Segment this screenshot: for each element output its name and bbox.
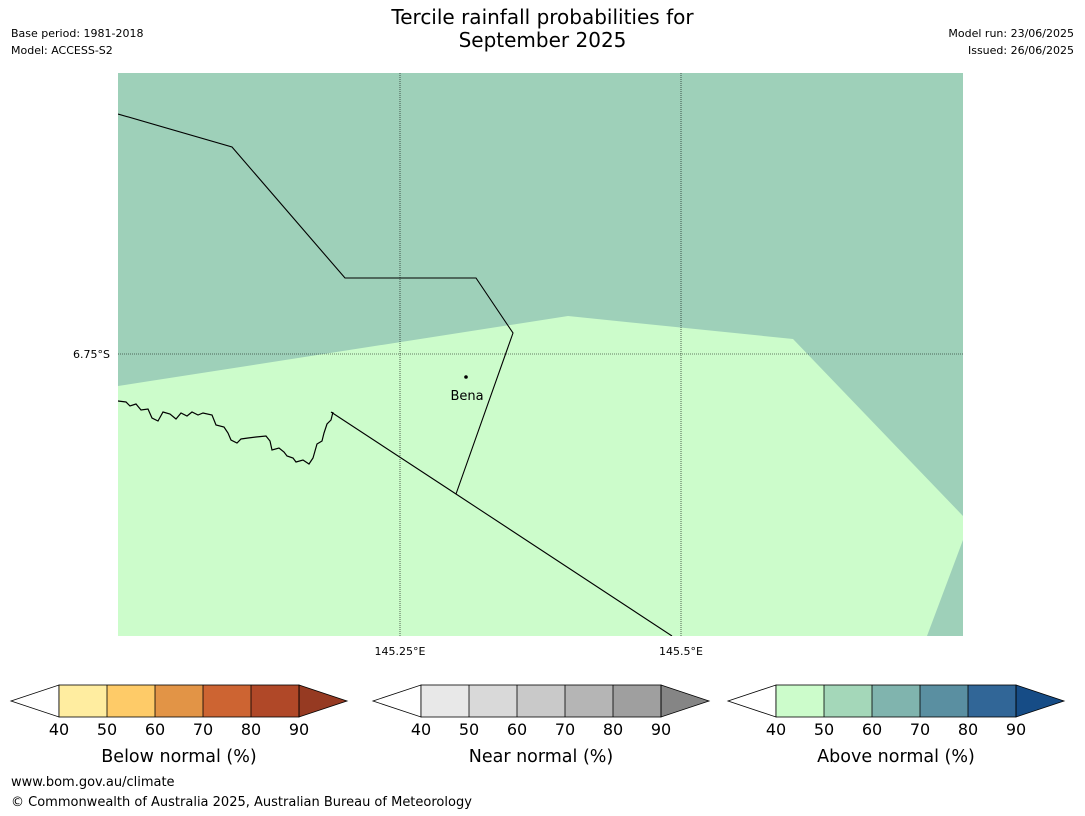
colorbar-above-tick-90: 90 bbox=[1006, 720, 1026, 739]
colorbar-below-segment-2 bbox=[107, 685, 155, 717]
colorbar-above-segment-2 bbox=[824, 685, 872, 717]
colorbar-above-segment-4 bbox=[920, 685, 968, 717]
footer-url[interactable]: www.bom.gov.au/climate bbox=[11, 775, 175, 790]
colorbar-below-tick-50: 50 bbox=[97, 720, 117, 739]
metadata-left: Base period: 1981-2018 Model: ACCESS-S2 bbox=[11, 25, 143, 59]
colorbar-near-segment-5 bbox=[613, 685, 661, 717]
colorbar-above-segment-5 bbox=[968, 685, 1016, 717]
lon-label-145-5: 145.5°E bbox=[659, 645, 703, 658]
colorbar-near-segment-2 bbox=[469, 685, 517, 717]
colorbar-below-upper-extension bbox=[298, 684, 349, 718]
chart-title: Tercile rainfall probabilities for Septe… bbox=[0, 6, 1085, 52]
province-boundary-north bbox=[118, 113, 514, 495]
colorbar-near-tick-50: 50 bbox=[459, 720, 479, 739]
lon-label-145-25: 145.25°E bbox=[375, 645, 426, 658]
colorbar-below-segment-3 bbox=[155, 685, 203, 717]
footer-copyright: © Commonwealth of Australia 2025, Austra… bbox=[11, 795, 472, 810]
colorbar-below-segment-1 bbox=[59, 685, 107, 717]
colorbar-near-lower-extension bbox=[371, 684, 422, 718]
colorbar-above-tick-40: 40 bbox=[766, 720, 786, 739]
probability-map: Bena 6.75°S 145.25°E 145.5°E bbox=[73, 73, 963, 658]
colorbar-below-tick-90: 90 bbox=[289, 720, 309, 739]
colorbar-above-normal: 40 50 60 70 80 90 Above normal (%) bbox=[726, 684, 1066, 767]
region-above-normal-40-50 bbox=[118, 316, 963, 636]
colorbar-near-segment-4 bbox=[565, 685, 613, 717]
model-run-label: Model run: 23/06/2025 bbox=[948, 27, 1074, 40]
colorbars: 40 50 60 70 80 90 Below normal (%) 40 50… bbox=[9, 684, 1066, 767]
colorbar-above-segment-3 bbox=[872, 685, 920, 717]
colorbar-near-tick-80: 80 bbox=[603, 720, 623, 739]
metadata-right: Model run: 23/06/2025 Issued: 26/06/2025 bbox=[948, 25, 1074, 59]
lat-label-6-75: 6.75°S bbox=[73, 348, 110, 361]
colorbar-below-tick-80: 80 bbox=[241, 720, 261, 739]
colorbar-above-segment-1 bbox=[776, 685, 824, 717]
colorbar-near-segment-1 bbox=[421, 685, 469, 717]
colorbar-below-segment-4 bbox=[203, 685, 251, 717]
issued-label: Issued: 26/06/2025 bbox=[967, 44, 1074, 57]
river-coastline bbox=[118, 400, 334, 465]
colorbar-near-tick-70: 70 bbox=[555, 720, 575, 739]
bena-marker bbox=[464, 375, 468, 379]
colorbar-above-upper-extension bbox=[1015, 684, 1066, 718]
colorbar-above-tick-50: 50 bbox=[814, 720, 834, 739]
colorbar-below-lower-extension bbox=[9, 684, 60, 718]
colorbar-below-tick-70: 70 bbox=[193, 720, 213, 739]
colorbar-near-normal: 40 50 60 70 80 90 Near normal (%) bbox=[371, 684, 711, 767]
colorbar-below-tick-60: 60 bbox=[145, 720, 165, 739]
colorbar-below-segment-5 bbox=[251, 685, 299, 717]
colorbar-above-tick-60: 60 bbox=[862, 720, 882, 739]
model-label: Model: ACCESS-S2 bbox=[11, 44, 113, 57]
colorbar-below-tick-40: 40 bbox=[49, 720, 69, 739]
colorbar-near-title: Near normal (%) bbox=[469, 747, 614, 767]
bena-label: Bena bbox=[450, 389, 483, 404]
colorbar-near-tick-90: 90 bbox=[651, 720, 671, 739]
colorbar-above-tick-70: 70 bbox=[910, 720, 930, 739]
colorbar-below-title: Below normal (%) bbox=[101, 747, 256, 767]
colorbar-near-tick-40: 40 bbox=[411, 720, 431, 739]
colorbar-above-title: Above normal (%) bbox=[817, 747, 975, 767]
colorbar-above-tick-80: 80 bbox=[958, 720, 978, 739]
colorbar-above-lower-extension bbox=[726, 684, 777, 718]
province-boundary-south bbox=[330, 411, 673, 636]
colorbar-below-normal: 40 50 60 70 80 90 Below normal (%) bbox=[9, 684, 349, 767]
colorbar-near-upper-extension bbox=[660, 684, 711, 718]
title-line-1: Tercile rainfall probabilities for bbox=[391, 5, 694, 29]
colorbar-near-tick-60: 60 bbox=[507, 720, 527, 739]
colorbar-near-segment-3 bbox=[517, 685, 565, 717]
base-period-label: Base period: 1981-2018 bbox=[11, 27, 144, 40]
title-line-2: September 2025 bbox=[458, 28, 627, 52]
